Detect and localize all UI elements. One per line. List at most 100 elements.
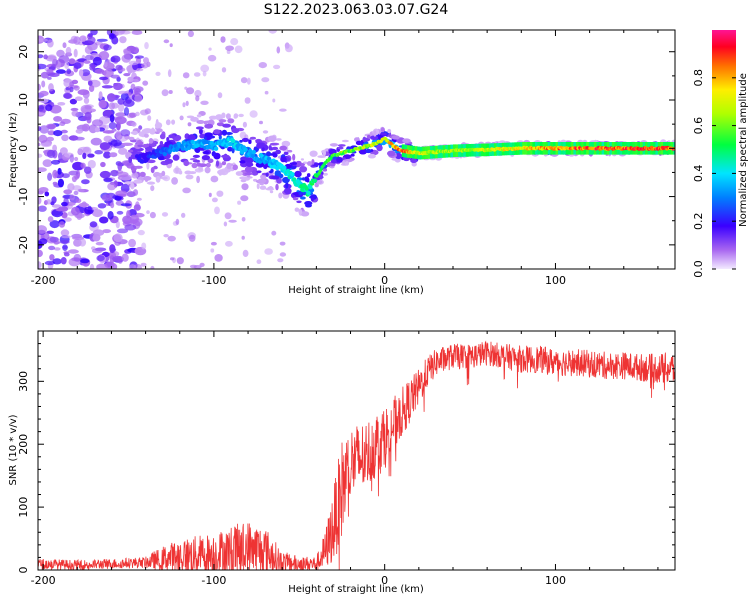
noise-blob [258, 62, 267, 69]
noise-blob [132, 78, 139, 83]
noise-blob [138, 125, 143, 130]
noise-blob [141, 62, 149, 69]
noise-blob [124, 224, 137, 231]
signal-blob [341, 139, 349, 143]
noise-blob [59, 240, 70, 244]
signal-blob [281, 140, 291, 147]
noise-blob [97, 266, 109, 269]
noise-blob [56, 49, 65, 58]
noise-blob [73, 62, 82, 69]
signal-blob [279, 145, 288, 151]
signal-blob [411, 162, 417, 167]
noise-blob [110, 74, 120, 79]
signal-blob [370, 135, 379, 141]
signal-blob [196, 120, 205, 124]
noise-blob [163, 39, 170, 44]
x-tick-label: -100 [201, 274, 226, 287]
signal-blob [204, 123, 214, 129]
x-tick-label: -200 [31, 574, 56, 587]
noise-blob [107, 182, 116, 191]
noise-blob [66, 68, 72, 75]
noise-blob [72, 236, 85, 240]
signal-blob [355, 140, 362, 146]
signal-blob [322, 149, 326, 157]
noise-blob [101, 85, 114, 89]
noise-blob [83, 60, 91, 64]
noise-blob [78, 69, 84, 77]
noise-blob [264, 248, 273, 255]
noise-blob [95, 241, 104, 246]
noise-blob [67, 183, 75, 192]
ridge-point [296, 180, 301, 185]
noise-blob [58, 152, 63, 161]
noise-blob [73, 48, 78, 58]
signal-blob [336, 156, 343, 163]
signal-blob [387, 150, 396, 157]
noise-blob [38, 261, 42, 269]
noise-blob [272, 98, 276, 103]
signal-blob [337, 144, 346, 147]
noise-blob [142, 80, 149, 86]
signal-blob [239, 176, 248, 180]
figure-title: S122.2023.063.03.07.G24 [264, 2, 449, 18]
noise-blob [121, 253, 129, 262]
noise-blob [47, 124, 56, 130]
signal-blob [315, 180, 323, 185]
signal-blob [139, 141, 144, 145]
noise-blob [38, 196, 42, 205]
signal-blob [215, 160, 220, 167]
noise-blob [110, 139, 122, 147]
noise-blob [46, 199, 52, 205]
noise-blob [69, 98, 77, 105]
noise-blob [94, 68, 105, 74]
signal-blob [410, 158, 418, 163]
noise-blob [88, 124, 98, 134]
signal-blob [235, 171, 243, 176]
signal-blob [204, 166, 211, 174]
noise-blob [58, 221, 66, 228]
signal-blob [232, 164, 238, 171]
signal-blob [217, 169, 226, 175]
noise-blob [87, 159, 96, 169]
signal-blob [184, 170, 192, 175]
signal-blob [373, 130, 377, 137]
signal-blob [171, 119, 176, 125]
noise-blob [98, 99, 107, 109]
signal-blob [267, 186, 274, 190]
noise-blob [83, 166, 92, 174]
noise-blob [94, 127, 100, 133]
signal-blob [245, 162, 254, 168]
noise-blob [45, 104, 53, 112]
noise-blob [128, 238, 137, 248]
signal-blob [292, 192, 300, 196]
noise-blob [181, 212, 186, 218]
noise-blob [116, 210, 124, 215]
noise-blob [91, 248, 103, 254]
noise-blob [80, 258, 90, 264]
noise-blob [261, 77, 270, 83]
snr-series-line [38, 340, 675, 570]
noise-blob [49, 220, 60, 229]
colorbar-gradient [712, 30, 736, 269]
signal-blob [168, 134, 176, 139]
noise-blob [240, 77, 248, 84]
y-tick-label: 200 [17, 434, 30, 455]
signal-blob [306, 173, 311, 178]
signal-blob [155, 175, 161, 183]
signal-blob [166, 137, 170, 142]
noise-blob [77, 149, 83, 155]
signal-blob [283, 187, 292, 195]
signal-blob [262, 130, 269, 134]
noise-blob [185, 174, 194, 180]
y-tick-label: 0 [17, 567, 30, 574]
noise-blob [103, 69, 114, 78]
signal-blob [402, 138, 411, 143]
noise-blob [64, 61, 70, 69]
signal-blob [322, 168, 328, 172]
signal-blob [205, 162, 211, 168]
noise-blob [195, 95, 200, 102]
noise-blob [73, 36, 81, 45]
signal-blob [344, 158, 353, 163]
noise-blob [41, 142, 52, 148]
x-tick-label: -200 [31, 274, 56, 287]
